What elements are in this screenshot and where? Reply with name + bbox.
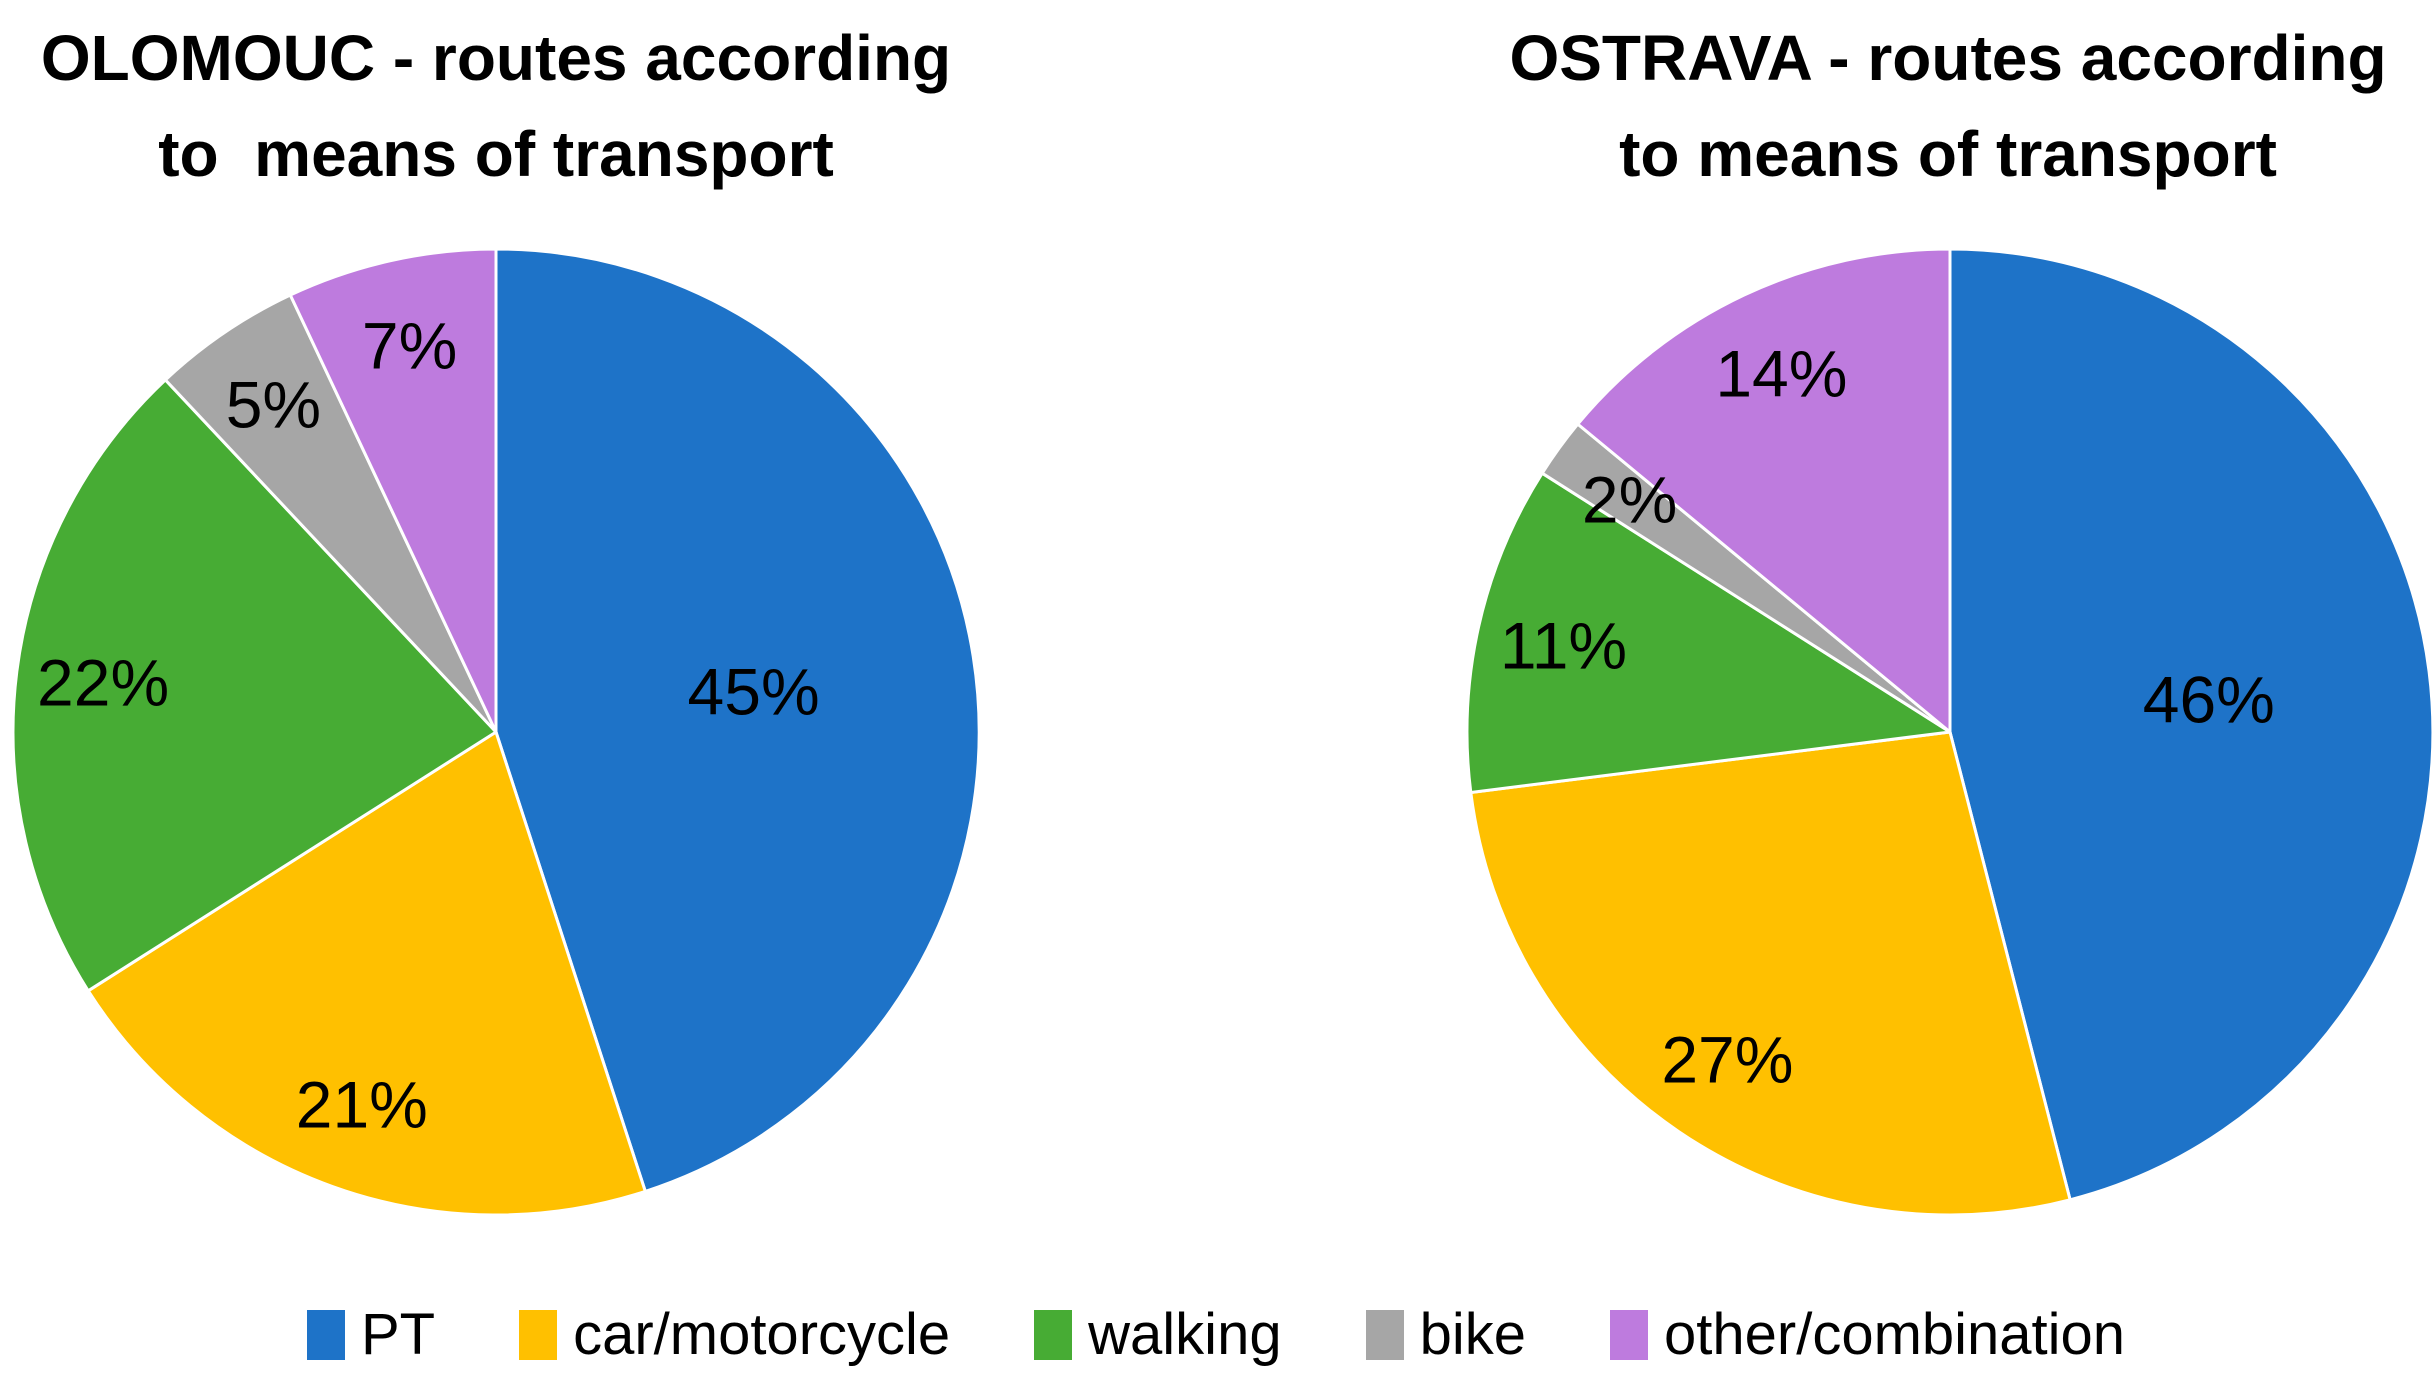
legend-label: bike	[1419, 1302, 1526, 1367]
legend-label: car/motorcycle	[573, 1302, 951, 1367]
data-label-other-combination: 14%	[1715, 337, 1847, 411]
title-line-1: OSTRAVA - routes according	[1509, 22, 2387, 94]
pie-slice-bike	[163, 293, 498, 734]
pie-slice-other-combination	[1576, 247, 1952, 734]
data-label-walking: 11%	[1500, 609, 1627, 683]
legend-item-pt: PT	[306, 1302, 436, 1367]
legend-item-car-motorcycle: car/motorcycle	[519, 1306, 950, 1364]
pie-slice-car-motorcycle	[1469, 730, 2072, 1217]
pie-slice-pt	[494, 247, 981, 1193]
title-line-2: to means of transport	[158, 118, 834, 190]
pie-slice-car-motorcycle	[86, 730, 647, 1217]
data-label-bike: 2%	[1582, 462, 1677, 536]
legend-item-walking: walking	[1034, 1302, 1282, 1367]
legend-swatch-pt	[306, 1310, 345, 1360]
legend-item-bike: bike	[1365, 1302, 1526, 1367]
legend-label: walking	[1088, 1302, 1282, 1367]
legend-swatch-walking	[1034, 1310, 1073, 1360]
title-line-1: OLOMOUC - routes according	[40, 22, 952, 94]
legend-label: PT	[360, 1302, 436, 1367]
legend-swatch-car-motorcycle	[519, 1310, 558, 1360]
legend-swatch-other-combination	[1610, 1310, 1648, 1360]
pie-slice-walking	[1465, 471, 1952, 794]
legend-swatch-bike	[1365, 1310, 1404, 1360]
data-label-car-motorcycle: 27%	[1661, 1023, 1793, 1097]
data-label-bike: 5%	[226, 368, 321, 442]
pie-slice-walking	[11, 378, 498, 993]
pie-0: 45% 21% 22% 5% 7%	[11, 247, 981, 1217]
data-label-other-combination: 7%	[362, 309, 457, 383]
data-label-pt: 46%	[2143, 662, 2275, 736]
pie-slice-pt	[1948, 247, 2432, 1202]
chart-title-olomouc: OLOMOUC - routes according to means of t…	[0, 10, 992, 202]
data-label-car-motorcycle: 21%	[296, 1068, 428, 1142]
pie-1: 46% 27% 11% 2% 14%	[1465, 247, 2432, 1217]
chart-title-ostrava: OSTRAVA - routes according to means of t…	[1452, 10, 2432, 202]
data-label-walking: 22%	[37, 646, 169, 720]
legend: PT car/motorcycle walking bike other/combina…	[0, 1296, 2432, 1374]
title-line-2: to means of transport	[1619, 118, 2277, 190]
legend-item-other-combination: other/combination	[1610, 1306, 2125, 1364]
data-label-pt: 45%	[688, 654, 820, 728]
legend-label: other/combination	[1664, 1302, 2126, 1367]
pie-slice-other-combination	[288, 247, 498, 734]
